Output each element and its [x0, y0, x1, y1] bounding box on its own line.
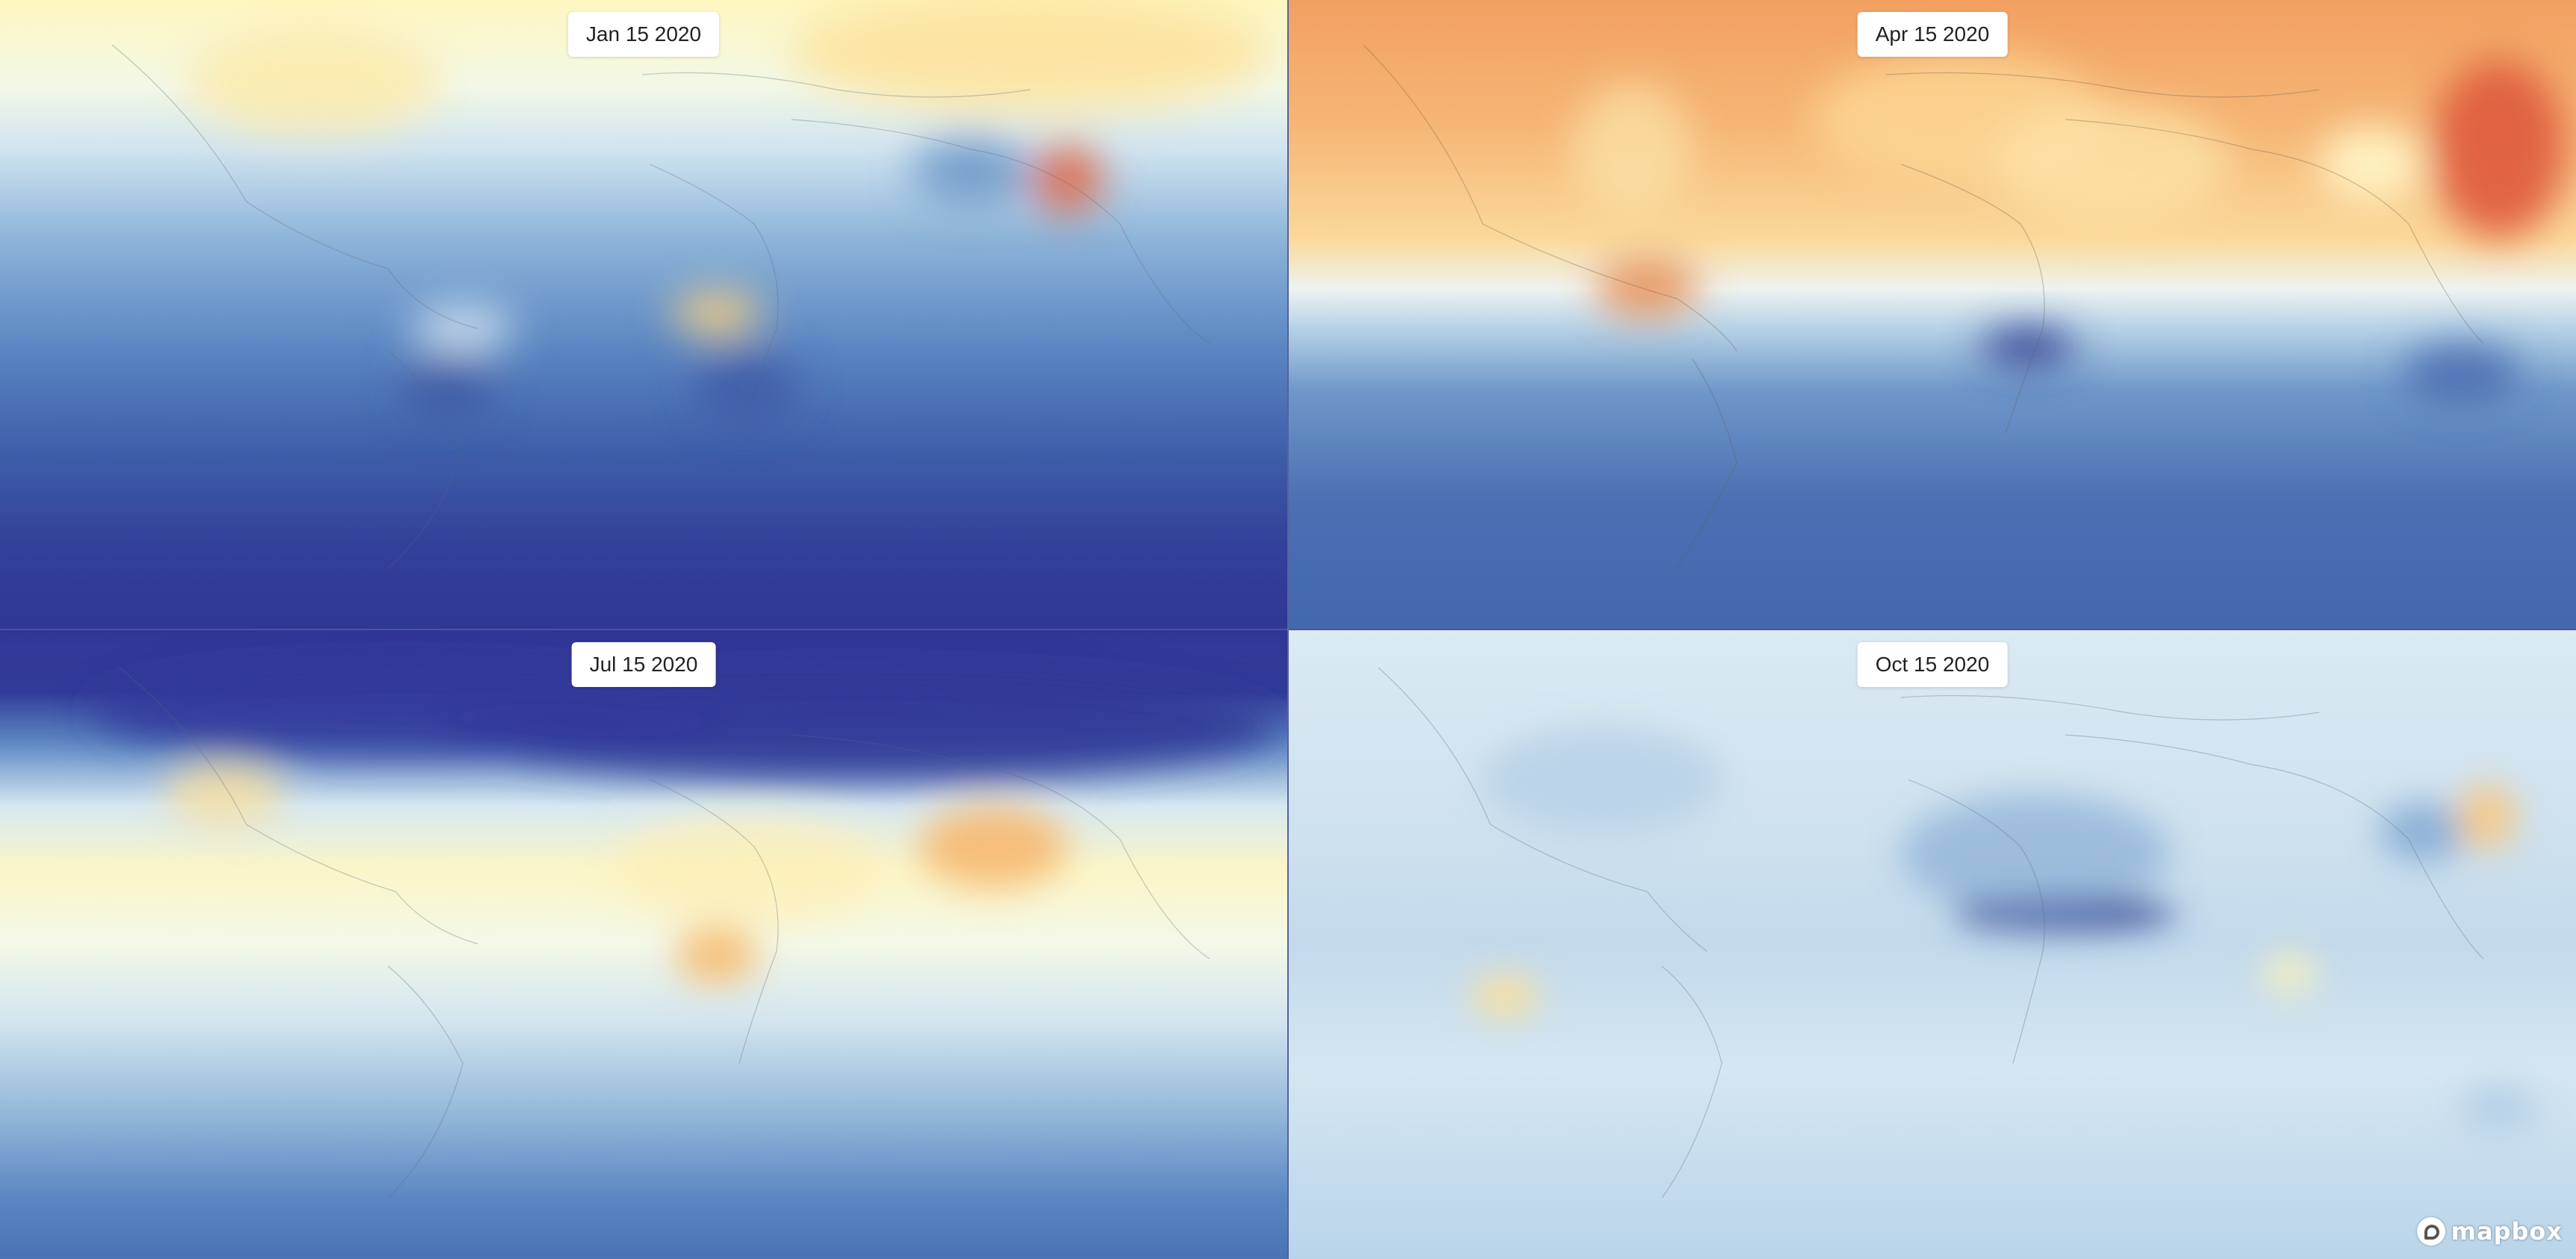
map-panel-jan[interactable]: Jan 15 2020 — [0, 0, 1287, 629]
mapbox-logo-text: mapbox — [2451, 1217, 2563, 1246]
map-jul-heatmap — [0, 630, 1287, 1259]
map-panel-oct[interactable]: Oct 15 2020 — [1289, 630, 2576, 1259]
date-label-jan: Jan 15 2020 — [567, 12, 720, 57]
map-jan-heatmap — [0, 0, 1287, 629]
panel-divider-horizontal — [0, 629, 2576, 630]
date-label-apr: Apr 15 2020 — [1857, 12, 2008, 57]
map-panel-apr[interactable]: Apr 15 2020 — [1289, 0, 2576, 629]
date-label-jul: Jul 15 2020 — [571, 642, 716, 687]
panel-divider-vertical — [1287, 0, 1289, 1259]
date-label-oct: Oct 15 2020 — [1857, 642, 2008, 687]
map-apr-heatmap — [1289, 0, 2576, 629]
map-panel-jul[interactable]: Jul 15 2020 — [0, 630, 1287, 1259]
map-oct-heatmap — [1289, 630, 2576, 1259]
mapbox-attribution[interactable]: mapbox — [2416, 1217, 2563, 1246]
mapbox-logo-icon — [2416, 1217, 2445, 1246]
